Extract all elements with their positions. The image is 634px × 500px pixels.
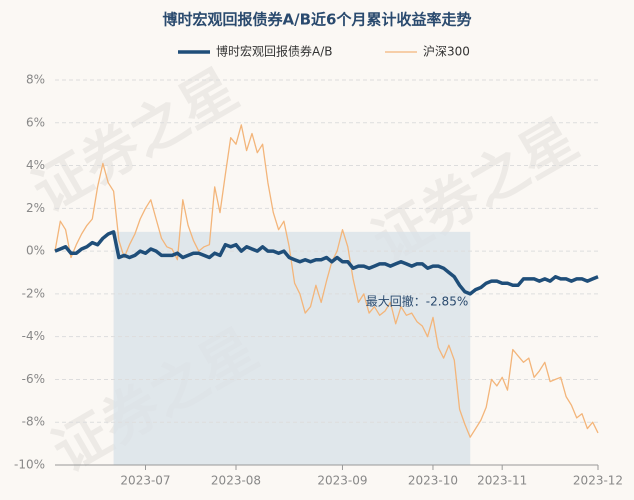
legend-label: 沪深300 — [423, 45, 470, 59]
series-line — [54, 124, 599, 438]
x-tick-label: 2023-10 — [408, 474, 458, 488]
x-tick-label: 2023-09 — [317, 474, 367, 488]
x-tick-label: 2023-12 — [573, 474, 623, 488]
y-tick-label: 8% — [26, 73, 45, 87]
y-tick-label: 4% — [26, 158, 45, 172]
annotation: 最大回撤：-2.85% — [366, 293, 468, 308]
chart-title: 博时宏观回报债券A/B近6个月累计收益率走势 — [163, 11, 472, 29]
y-tick-label: 6% — [26, 115, 45, 129]
y-tick-label: -10% — [14, 458, 45, 472]
drawdown-area — [113, 231, 471, 465]
series-line — [54, 230, 599, 296]
y-tick-label: 2% — [26, 201, 45, 215]
x-tick-label: 2023-08 — [211, 474, 261, 488]
y-tick-label: -8% — [22, 415, 45, 429]
y-tick-label: -6% — [22, 372, 45, 386]
y-tick-label: -2% — [22, 286, 45, 300]
y-tick-label: -4% — [22, 329, 45, 343]
watermark: 证券之星 — [22, 57, 248, 225]
x-tick-label: 2023-11 — [477, 474, 527, 488]
legend-label: 博时宏观回报债券A/B — [216, 44, 333, 59]
x-tick-label: 2023-07 — [120, 474, 170, 488]
y-tick-label: 0% — [26, 244, 45, 258]
